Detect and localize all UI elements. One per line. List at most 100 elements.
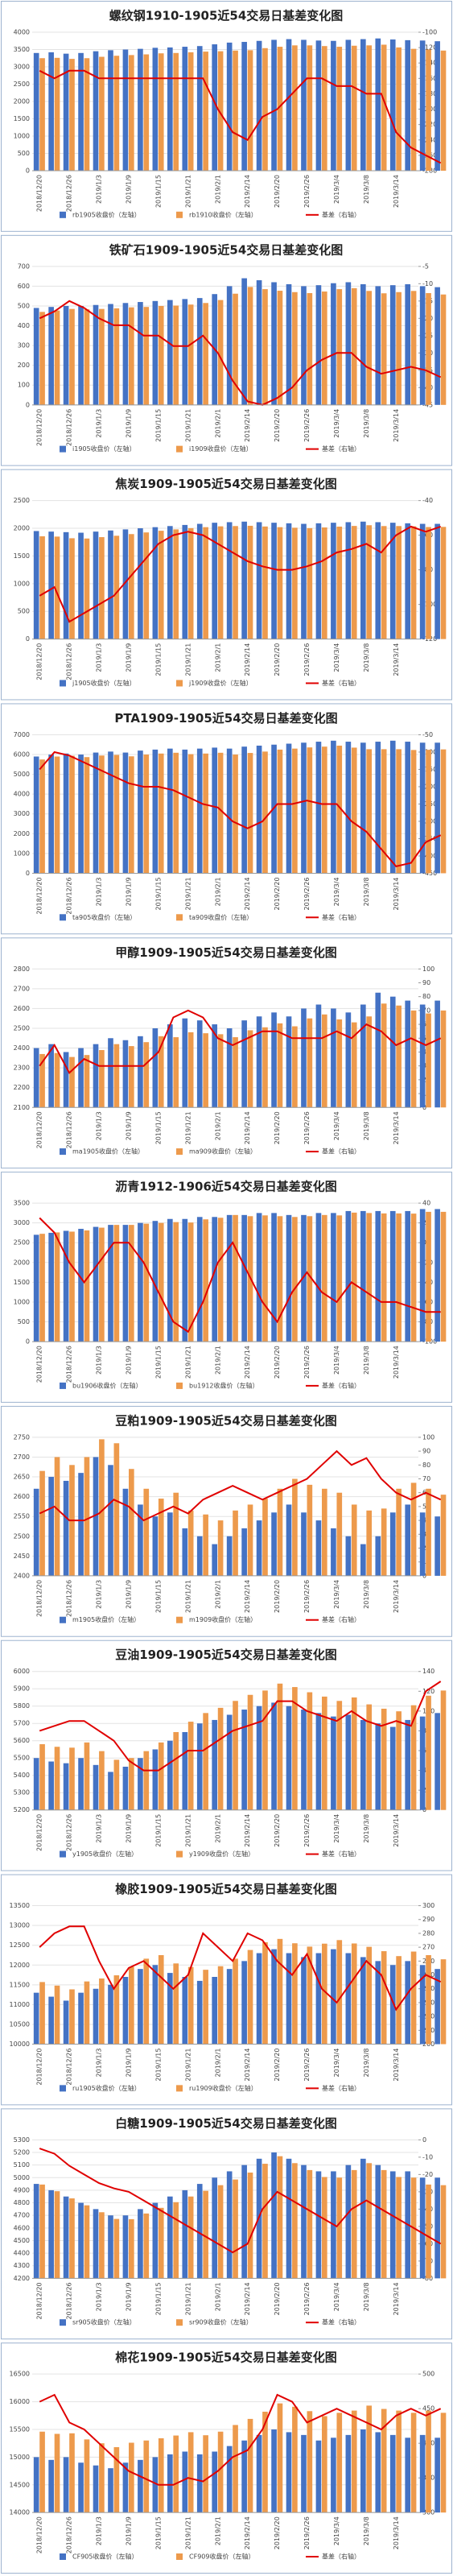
- bar: [182, 2451, 188, 2513]
- bar: [69, 2433, 75, 2513]
- bar: [286, 2432, 292, 2513]
- bar: [217, 300, 224, 405]
- bar: [301, 2434, 307, 2513]
- x-tick-label: 2019/3/14: [393, 2516, 400, 2549]
- bar: [375, 1210, 381, 1342]
- bar: [247, 1030, 253, 1108]
- x-tick-label: 2019/1/15: [154, 1346, 162, 1379]
- x-tick-label: 2019/2/14: [244, 1346, 251, 1379]
- bar: [419, 742, 426, 874]
- bar: [419, 1004, 426, 1108]
- bar: [182, 1977, 188, 2045]
- bar: [33, 2457, 39, 2513]
- bar: [78, 2202, 84, 2279]
- bar: [226, 2446, 233, 2513]
- x-tick-label: 2019/1/9: [126, 1814, 133, 1843]
- y-tick-label: 5800: [14, 1702, 30, 1710]
- bar: [301, 1008, 307, 1108]
- bar: [271, 1213, 277, 1342]
- bar: [48, 1996, 54, 2045]
- bar: [345, 39, 352, 172]
- chart-title: 棉花1909-1905近54交易日基差变化图: [115, 2351, 337, 2365]
- bar: [54, 57, 60, 171]
- y-tick-label: 2500: [14, 1532, 30, 1540]
- bar: [84, 1230, 90, 1342]
- x-tick-label: 2019/2/1: [214, 2049, 221, 2078]
- bar: [39, 759, 45, 874]
- bar: [375, 1961, 381, 2045]
- bar: [152, 2457, 159, 2513]
- bar: [69, 308, 75, 405]
- x-tick-label: 2019/2/26: [303, 409, 311, 442]
- y-tick-label: 5200: [14, 1806, 30, 1813]
- legend-label: rb1910收盘价（左轴）: [189, 210, 257, 218]
- bar: [396, 1711, 402, 1810]
- y-tick-label: 2800: [14, 965, 30, 973]
- bar: [426, 49, 431, 171]
- x-tick-label: 2019/2/26: [303, 175, 311, 208]
- legend-label: 基差（右轴）: [322, 210, 360, 218]
- bar: [226, 1536, 233, 1576]
- legend-swatch: [176, 1382, 183, 1389]
- y2-tick-label: 140: [422, 1668, 434, 1675]
- y-tick-label: 0: [26, 870, 30, 877]
- y-tick-label: 12000: [10, 1962, 30, 1969]
- legend-swatch: [60, 2319, 66, 2326]
- x-tick-label: 2019/2/1: [214, 877, 221, 906]
- bar: [315, 40, 322, 171]
- x-tick-label: 2019/2/1: [214, 409, 221, 438]
- x-tick-label: 2019/2/26: [303, 1580, 311, 1613]
- legend-label: y1909收盘价（左轴）: [189, 1850, 254, 1858]
- x-tick-label: 2019/2/14: [244, 175, 251, 208]
- bar: [99, 1751, 105, 1810]
- bar: [426, 2184, 431, 2279]
- bar: [419, 2177, 426, 2279]
- y2-tick-label: -5: [422, 263, 429, 270]
- y-tick-label: 600: [18, 283, 30, 290]
- bar: [78, 755, 84, 874]
- bar: [307, 1018, 313, 1108]
- bar: [182, 1528, 188, 1576]
- bar: [129, 2218, 134, 2279]
- x-tick-label: 2018/12/20: [36, 409, 43, 446]
- bar: [108, 2468, 113, 2513]
- bar: [108, 1225, 113, 1342]
- basis-line: [39, 525, 442, 623]
- bar: [48, 2189, 54, 2279]
- x-tick-label: 2019/3/4: [333, 1111, 340, 1140]
- bar: [173, 52, 179, 171]
- bar: [277, 291, 283, 405]
- bar: [419, 1209, 426, 1342]
- x-tick-label: 2018/12/20: [36, 1111, 43, 1148]
- bar: [93, 1457, 99, 1576]
- bar: [63, 2196, 69, 2279]
- bar: [54, 756, 60, 874]
- chart-title: 甲醇1909-1905近54交易日基差变化图: [115, 945, 337, 960]
- bar: [292, 1943, 298, 2045]
- y-tick-label: 13500: [10, 1902, 30, 1909]
- bar: [138, 528, 143, 639]
- bar: [405, 523, 411, 639]
- x-tick-label: 2019/2/20: [274, 877, 281, 910]
- y-tick-label: 1500: [14, 115, 30, 122]
- bar: [241, 1710, 247, 1810]
- legend-label: ta909收盘价（左轴）: [189, 913, 253, 921]
- x-tick-label: 2018/12/26: [66, 1814, 73, 1851]
- x-tick-label: 2019/2/20: [274, 1814, 281, 1847]
- y-tick-label: 1500: [14, 1279, 30, 1286]
- y-tick-label: 3500: [14, 46, 30, 53]
- bar: [152, 1965, 159, 2045]
- bar: [129, 1046, 134, 1108]
- bar: [396, 526, 402, 639]
- bar: [158, 2207, 164, 2279]
- bar: [233, 1958, 238, 2045]
- bar: [331, 1213, 336, 1342]
- legend-label: ta905收盘价（左轴）: [72, 913, 136, 921]
- bar: [322, 1696, 327, 1810]
- x-tick-label: 2019/3/4: [333, 2516, 340, 2545]
- bar: [381, 1213, 387, 1342]
- bar: [360, 742, 366, 874]
- bar: [271, 1949, 277, 2045]
- bar: [143, 1488, 150, 1576]
- bar: [212, 1217, 218, 1342]
